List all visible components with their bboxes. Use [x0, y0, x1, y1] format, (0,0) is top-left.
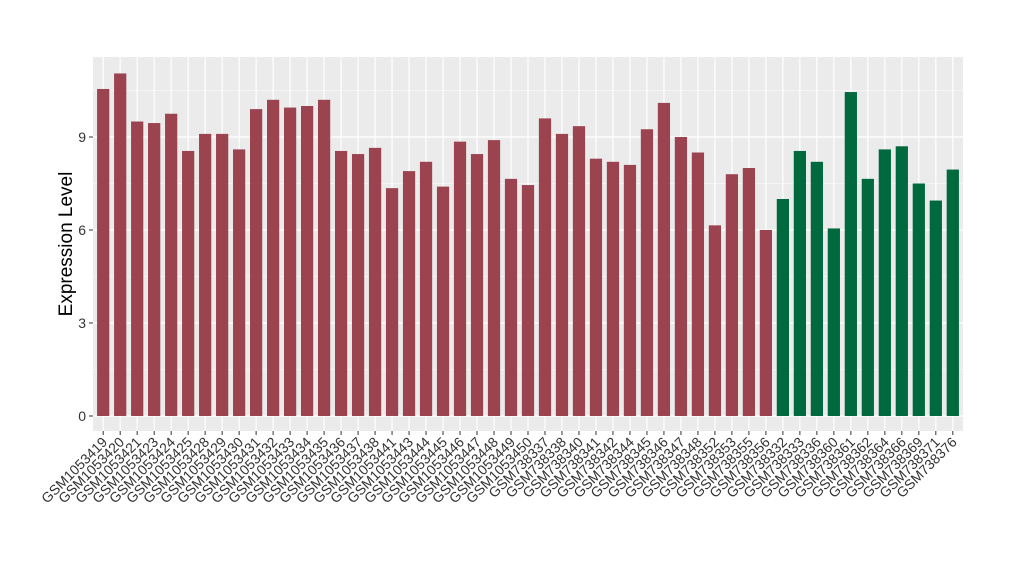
bar-GSM1053438 [368, 147, 382, 416]
bar-GSM1053443 [402, 171, 416, 416]
y-axis: 0 3 6 9 [78, 129, 93, 424]
bar-GSM1053433 [283, 107, 297, 417]
bar-GSM1053429 [216, 133, 229, 416]
bar-GSM1053434 [300, 106, 314, 416]
y-tick-label: 9 [78, 129, 86, 145]
bar-GSM738362 [861, 178, 874, 416]
bar-GSM738345 [640, 129, 654, 416]
bar-GSM738352 [708, 225, 722, 416]
y-tick-label: 0 [78, 408, 86, 424]
bar-GSM1053444 [419, 161, 433, 416]
bar-GSM738333 [793, 150, 806, 416]
bar-GSM1053441 [385, 188, 399, 416]
bar-GSM738364 [878, 149, 891, 416]
bar-GSM738347 [674, 137, 688, 416]
bar-GSM1053430 [233, 149, 246, 416]
bar-GSM738338 [555, 133, 569, 416]
bar-GSM1053436 [334, 150, 348, 416]
bar-GSM738344 [623, 164, 637, 416]
bar-GSM738355 [742, 168, 756, 416]
bar-GSM738353 [725, 174, 739, 416]
bar-GSM738366 [895, 146, 908, 417]
bar-GSM738342 [606, 161, 620, 416]
bar-GSM1053447 [470, 154, 484, 417]
bar-GSM738332 [776, 199, 789, 416]
y-tick-label: 6 [78, 222, 86, 238]
bar-GSM738340 [572, 126, 586, 417]
bar-GSM1053445 [436, 186, 450, 416]
bars [97, 73, 959, 417]
bar-GSM1053419 [97, 88, 110, 416]
bar-GSM738336 [810, 161, 823, 416]
bar-GSM738369 [912, 183, 925, 416]
bar-GSM1053424 [165, 113, 178, 416]
bar-GSM1053450 [521, 185, 535, 416]
bar-GSM1053448 [487, 140, 501, 416]
bar-GSM1053431 [250, 109, 263, 416]
bar-GSM1053449 [504, 178, 518, 416]
y-axis-title: Expression Level [56, 172, 77, 317]
bar-GSM738346 [657, 102, 671, 417]
bar-GSM738341 [589, 158, 603, 416]
y-tick-label: 3 [78, 315, 86, 331]
bar-GSM738376 [946, 169, 959, 416]
bar-GSM738348 [691, 152, 705, 416]
bar-GSM738337 [538, 118, 552, 417]
bar-GSM1053428 [199, 133, 212, 416]
bar-GSM1053423 [148, 123, 161, 417]
bar-GSM738371 [929, 200, 942, 416]
bar-GSM1053425 [182, 150, 195, 416]
x-axis: GSM1053419GSM1053420GSM1053421GSM1053423… [38, 431, 960, 506]
bar-GSM1053432 [267, 99, 280, 417]
bar-GSM1053437 [351, 154, 365, 417]
bar-GSM738361 [844, 92, 857, 417]
bar-GSM738356 [759, 230, 773, 416]
bar-GSM1053420 [114, 73, 127, 416]
bar-GSM738360 [827, 228, 840, 416]
bar-GSM1053435 [317, 99, 331, 417]
bar-GSM1053421 [131, 121, 144, 416]
bar-GSM1053446 [453, 141, 467, 416]
